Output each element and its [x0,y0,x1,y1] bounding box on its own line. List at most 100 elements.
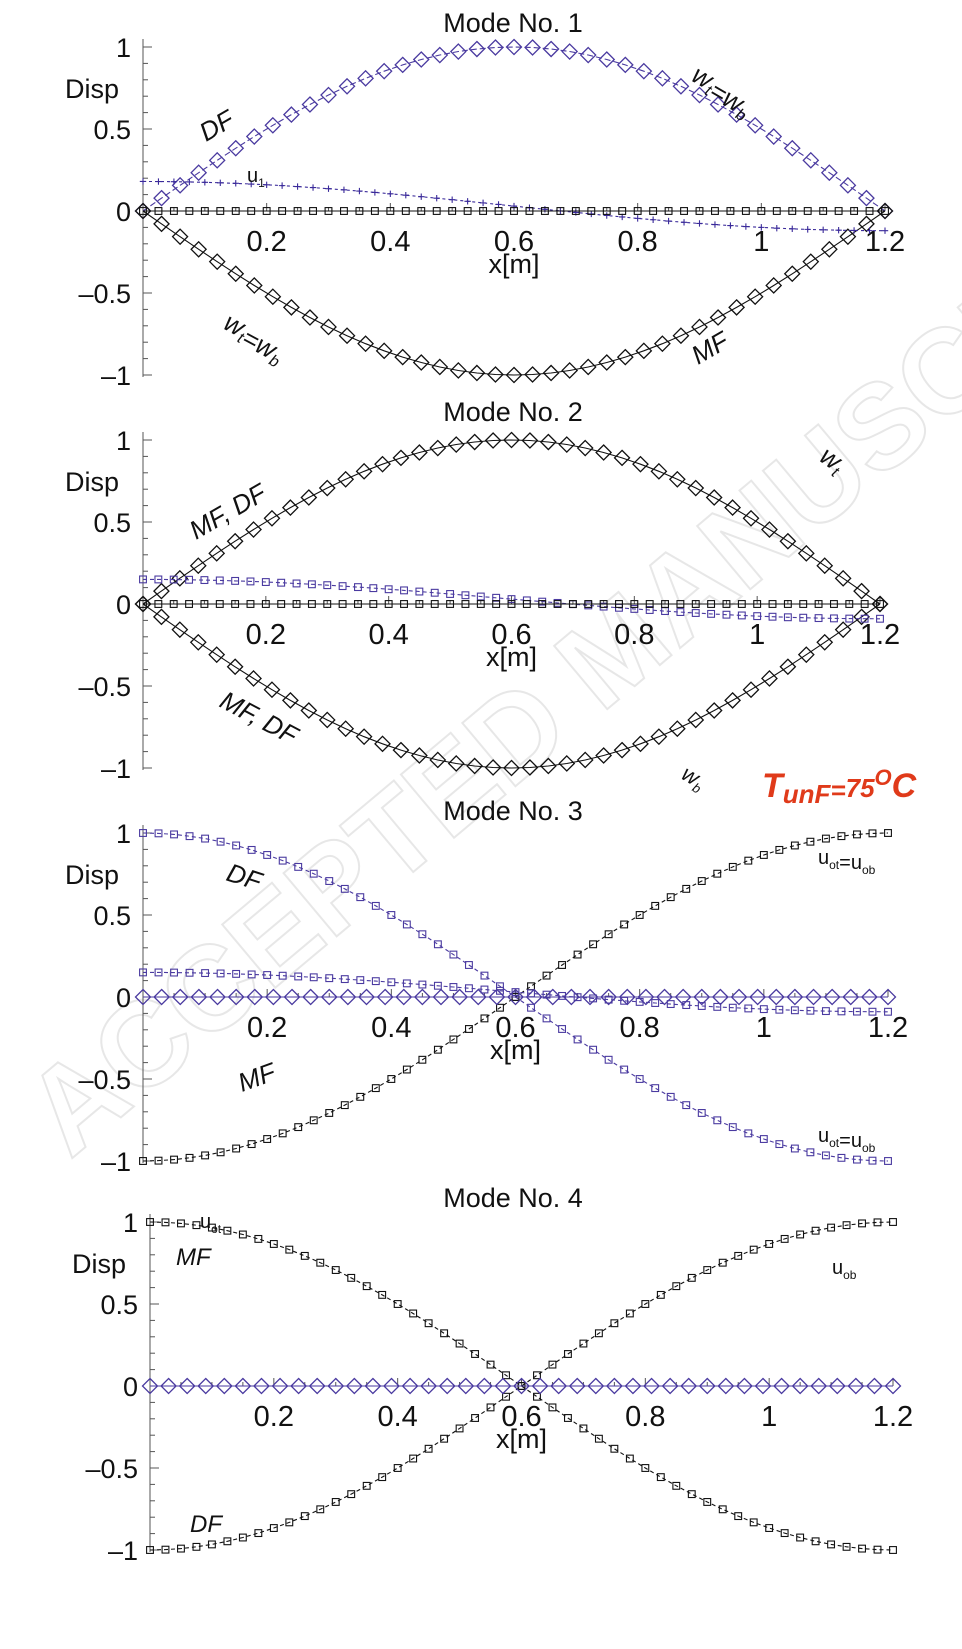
data-point [651,901,660,910]
annotation-part: u [200,1211,211,1233]
data-point [799,600,808,608]
data-point [765,1524,774,1532]
data-point [828,1377,846,1395]
data-point [337,470,355,488]
data-point [309,973,318,982]
data-point [285,1518,294,1527]
data-point [573,1035,582,1044]
y-tick-label: 0.5 [100,1290,138,1320]
x-axis-label: x[m] [490,1035,541,1065]
data-point [728,862,737,871]
series-2 [134,595,889,777]
x-tick-label: 1 [756,1012,772,1044]
data-point [691,318,708,336]
data-point [866,1377,883,1395]
data-point [806,1006,815,1015]
data-point [263,971,272,979]
data-point [522,600,531,608]
data-point [879,988,897,1006]
data-point [533,1392,541,1401]
data-point [433,940,442,949]
series-line [149,1221,894,1551]
data-point [277,578,286,587]
data-point [300,702,318,719]
data-point [246,988,264,1006]
curve-annotation: MF [176,1244,212,1271]
data-point [734,1251,743,1260]
data-point [876,600,884,608]
data-point [860,614,869,623]
data-point [216,969,225,978]
annotation-part: MF [686,324,735,370]
data-point [217,179,224,186]
data-point [680,219,688,226]
data-point [525,988,543,1006]
data-point [599,600,608,608]
data-point [190,240,208,258]
data-point [868,1156,877,1165]
y-axis-label: Disp [65,74,119,104]
data-point [853,830,861,839]
x-tick-label: 1 [753,226,769,258]
data-point [185,207,194,215]
data-point [264,288,282,306]
data-point [842,988,860,1006]
data-point [507,595,516,604]
data-point [384,600,393,608]
data-point [370,207,379,215]
data-point [496,1003,504,1012]
data-point [316,1258,325,1267]
data-point [656,1473,665,1482]
data-point [492,593,501,602]
data-point [476,600,485,608]
data-point [834,207,843,215]
data-point [245,521,262,538]
data-point [247,970,256,979]
curve-annotation: u1 [247,165,265,190]
data-point [487,366,504,383]
data-point [860,600,869,608]
data-point [496,982,504,991]
data-point [451,988,469,1006]
data-point [780,1234,789,1243]
curve-annotation: DF [194,103,241,147]
data-point [503,431,520,449]
data-point [155,178,162,185]
data-point [357,335,375,353]
data-point [728,106,746,124]
data-point [263,181,270,188]
data-point [615,600,623,608]
data-point [610,1444,619,1453]
annotation-part: u [247,165,258,187]
x-tick-label: 0.2 [254,1401,294,1433]
data-point [338,327,356,345]
data-point [709,309,727,326]
data-point [412,51,430,68]
data-point [724,691,742,709]
data-point [790,1006,799,1015]
data-point [503,759,520,777]
data-point [300,489,318,506]
data-point [709,96,727,113]
data-point [139,575,147,584]
series-line [142,210,886,376]
x-tick-label: 0.4 [378,1401,418,1433]
x-tick-label: 0.6 [495,1012,535,1044]
data-point [307,580,316,589]
curve-annotation: uot=uob [818,1125,876,1155]
data-point [277,600,286,608]
data-point [418,193,425,200]
data-point [713,869,722,878]
data-point [746,288,764,306]
series-2 [146,1218,897,1554]
data-point [521,759,539,776]
data-point [661,1377,679,1395]
data-point [598,51,616,68]
y-tick-label: –0.5 [85,1454,138,1484]
data-point [201,834,210,843]
data-point [484,432,502,449]
data-point [186,178,193,186]
data-point [430,600,439,608]
data-point [185,600,194,608]
data-point [282,106,300,124]
